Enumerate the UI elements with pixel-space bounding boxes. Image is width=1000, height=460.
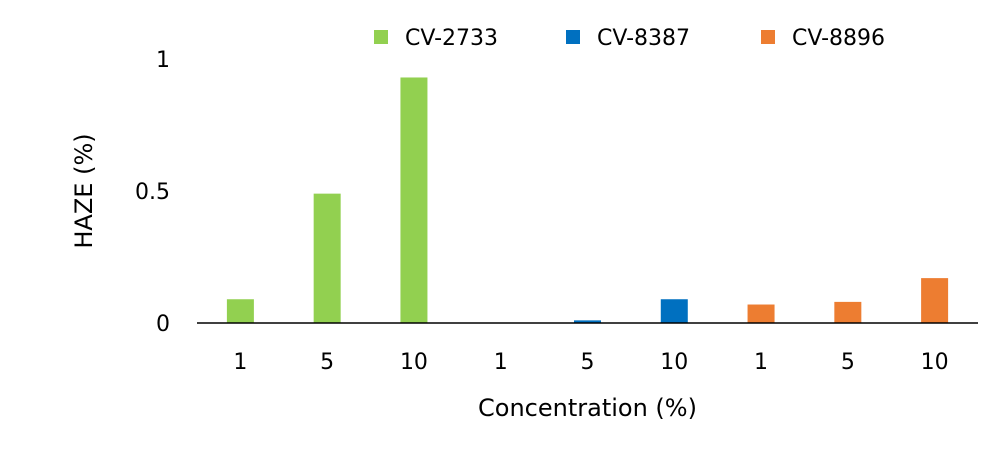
legend-label-cv-8896: CV-8896 bbox=[792, 26, 885, 51]
legend-label-cv-8387: CV-8387 bbox=[597, 26, 690, 51]
legend-label-cv-2733: CV-2733 bbox=[405, 26, 498, 51]
x-tick-label: 5 bbox=[320, 350, 334, 375]
x-tick-label: 5 bbox=[841, 350, 855, 375]
x-tick-label: 10 bbox=[660, 350, 688, 375]
bars bbox=[226, 77, 949, 323]
x-axis-label: Concentration (%) bbox=[478, 394, 697, 422]
x-tick-label: 10 bbox=[400, 350, 428, 375]
y-tick-label: 1 bbox=[156, 48, 170, 73]
x-tick-label: 1 bbox=[754, 350, 768, 375]
bar-cv-8896-1 bbox=[747, 304, 775, 323]
bar-cv-2733-5 bbox=[313, 193, 341, 323]
y-axis-label: HAZE (%) bbox=[70, 133, 98, 248]
x-tick-label: 1 bbox=[233, 350, 247, 375]
y-tick-label: 0.5 bbox=[135, 180, 170, 205]
x-tick-label: 1 bbox=[494, 350, 508, 375]
legend-swatch-cv-2733 bbox=[374, 30, 388, 44]
bar-cv-2733-10 bbox=[400, 77, 428, 323]
x-tick-label: 10 bbox=[921, 350, 949, 375]
bar-cv-8387-5 bbox=[574, 320, 601, 323]
x-axis-ticks: 1 5 10 1 5 10 1 5 10 bbox=[233, 350, 948, 375]
legend: CV-2733 CV-8387 CV-8896 bbox=[374, 26, 885, 51]
legend-swatch-cv-8387 bbox=[566, 30, 580, 44]
bar-cv-8387-10 bbox=[660, 299, 688, 323]
legend-swatch-cv-8896 bbox=[761, 30, 775, 44]
y-tick-label: 0 bbox=[156, 312, 170, 337]
y-axis-ticks: 00.51 bbox=[135, 48, 170, 337]
bar-cv-8896-10 bbox=[921, 278, 949, 323]
bar-cv-8896-5 bbox=[834, 301, 862, 323]
bar-cv-2733-1 bbox=[226, 299, 254, 323]
x-tick-label: 5 bbox=[581, 350, 595, 375]
